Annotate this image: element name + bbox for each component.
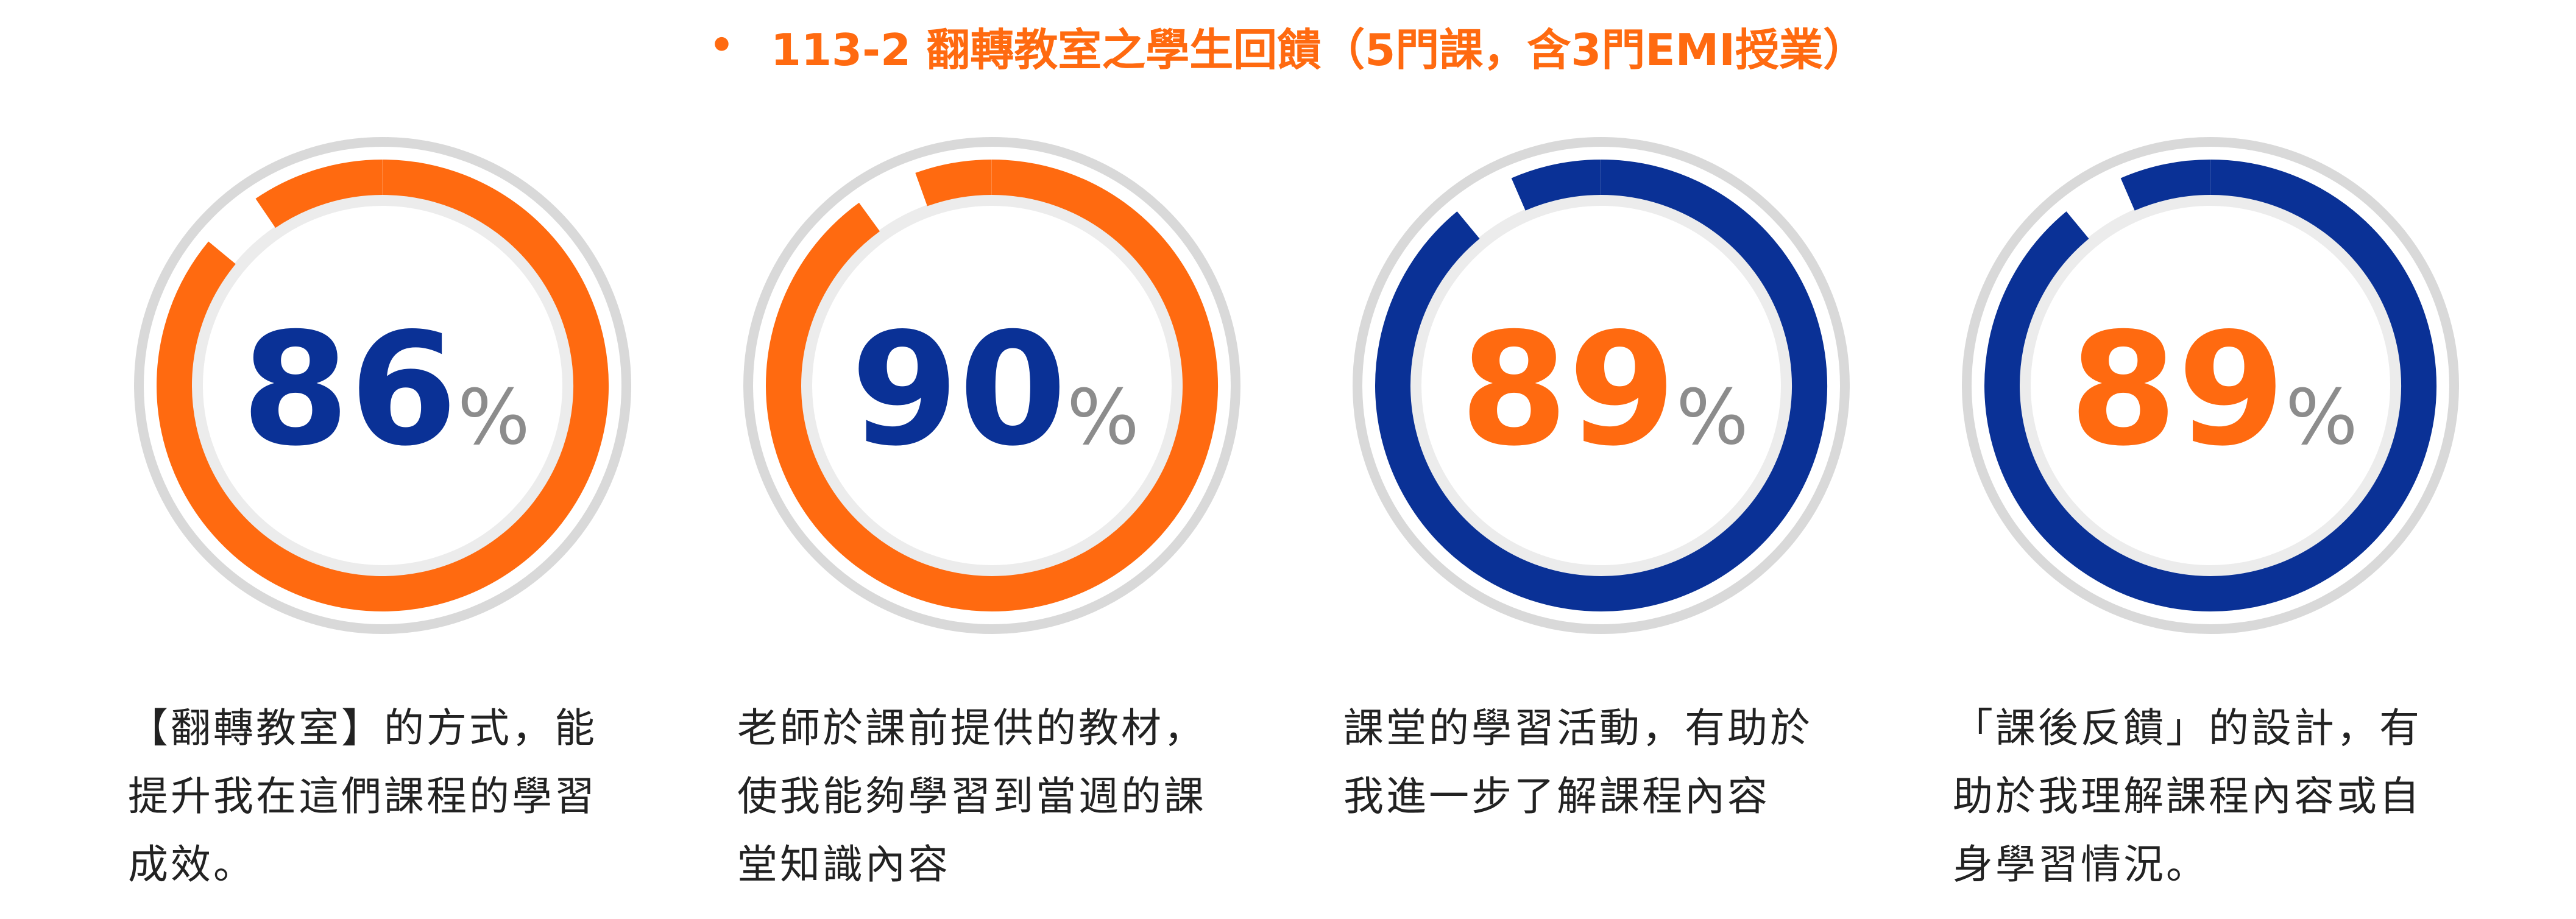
donut-inner-track xyxy=(2019,194,2402,577)
title-bullet: • xyxy=(709,23,734,68)
title-text: 113-2 翻轉教室之學生回饋（5門課，含3門EMI授業） xyxy=(770,24,1867,76)
donut-value-label: 90% xyxy=(851,300,1139,481)
description-1-line: 提升我在這們課程的學習 xyxy=(128,773,597,820)
donut-value-arc xyxy=(1984,160,2436,611)
donut-value-number: 86 xyxy=(241,300,458,481)
description-2-line: 使我能夠學習到當週的課 xyxy=(737,773,1206,820)
donut-inner-track xyxy=(1409,194,1793,577)
description-2-line: 堂知識內容 xyxy=(737,841,950,888)
description-1-line: 【翻轉教室】的方式，能 xyxy=(128,705,597,752)
description-3-line: 課堂的學習活動，有助於 xyxy=(1343,705,1813,752)
donut-outer-track xyxy=(1353,137,1850,634)
description-4-line: 身學習情況。 xyxy=(1953,841,2209,888)
donut-value-arc xyxy=(1375,160,1827,611)
description-1-line: 成效。 xyxy=(128,841,256,888)
donut-rest-arc xyxy=(2120,160,2211,211)
donut-percent-sign: % xyxy=(458,373,530,462)
donut-value-label: 89% xyxy=(2069,300,2358,481)
donut-outer-track xyxy=(743,137,1240,634)
donut-outer-track xyxy=(1962,137,2459,634)
description-4-line: 「課後反饋」的設計，有 xyxy=(1953,705,2422,752)
donut-rest-arc xyxy=(255,160,383,228)
donut-value-number: 90 xyxy=(851,300,1067,481)
description-1: 【翻轉教室】的方式，能 提升我在這們課程的學習 成效。 xyxy=(128,694,676,899)
donut-percent-sign: % xyxy=(1676,373,1749,462)
donut-value-number: 89 xyxy=(1460,300,1676,481)
donut-percent-sign: % xyxy=(2285,373,2358,462)
donut-percent-sign: % xyxy=(1067,373,1139,462)
description-4-line: 助於我理解課程內容或自 xyxy=(1953,773,2422,820)
donut-outer-track xyxy=(134,137,631,634)
donut-value-arc xyxy=(766,160,1218,611)
donut-value-label: 89% xyxy=(1460,300,1749,481)
donut-inner-track xyxy=(191,194,575,577)
description-4: 「課後反饋」的設計，有 助於我理解課程內容或自 身學習情況。 xyxy=(1953,694,2501,899)
donut-value-label: 86% xyxy=(241,300,530,481)
description-2-line: 老師於課前提供的教材， xyxy=(737,705,1206,752)
donut-rest-arc xyxy=(1511,160,1602,211)
description-2: 老師於課前提供的教材， 使我能夠學習到當週的課 堂知識內容 xyxy=(737,694,1286,899)
donut-value-number: 89 xyxy=(2069,300,2285,481)
donut-rest-arc xyxy=(915,160,993,206)
description-3-line: 我進一步了解課程內容 xyxy=(1343,773,1770,820)
chart-title: • 113-2 翻轉教室之學生回饋（5門課，含3門EMI授業） xyxy=(0,12,2576,79)
description-3: 課堂的學習活動，有助於 我進一步了解課程內容 xyxy=(1343,694,1892,831)
donut-value-arc xyxy=(157,160,609,611)
donut-inner-track xyxy=(800,194,1184,577)
